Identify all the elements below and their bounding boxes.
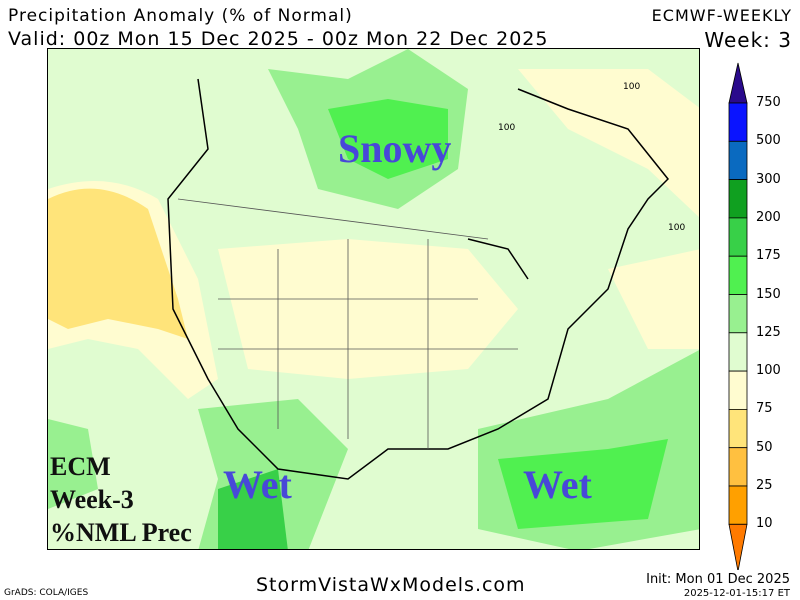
contour-label: 100	[498, 123, 516, 133]
colorbar-segment	[728, 217, 748, 257]
colorbar-segment	[728, 294, 748, 334]
colorbar-label: 750	[756, 95, 781, 110]
wet-se-core	[498, 439, 668, 529]
colorbar-segment	[728, 255, 748, 295]
snowy-annotation: Snowy	[338, 126, 452, 171]
chart-title: Precipitation Anomaly (% of Normal)	[8, 6, 353, 26]
colorbar-label: 10	[756, 516, 773, 532]
colorbar-label: 100	[756, 363, 781, 379]
week-label: Week: 3	[704, 28, 792, 52]
colorbar-segment	[728, 179, 748, 219]
colorbar-label: 150	[756, 286, 781, 302]
colorbar-segment	[728, 62, 748, 104]
wet-sw-core	[218, 469, 288, 549]
colorbar-segment	[728, 370, 748, 410]
colorbar-segment	[728, 102, 748, 142]
valid-period: Valid: 00z Mon 15 Dec 2025 - 00z Mon 22 …	[8, 28, 549, 50]
colorbar-label: 200	[756, 209, 781, 225]
wet-sw-annotation: Wet	[223, 462, 292, 507]
dry-central	[218, 239, 518, 379]
very-dry-region	[48, 188, 188, 339]
init-time: Init: Mon 01 Dec 2025	[646, 572, 790, 587]
colorbar-segment	[728, 408, 748, 449]
ecm-label: ECM	[50, 452, 111, 481]
anomaly-map: 100 100 100 Snowy Wet Wet	[47, 48, 700, 550]
wet-se-annotation: Wet	[523, 462, 592, 507]
site-footer: StormVistaWxModels.com	[256, 574, 526, 596]
wet-far-west	[48, 419, 98, 509]
colorbar-label: 300	[756, 171, 781, 187]
contour-label: 100	[668, 223, 686, 233]
colorbar-label: 175	[756, 248, 781, 264]
dry-east	[608, 249, 699, 349]
colorbar-label: 125	[756, 324, 781, 340]
colorbar-label: 75	[756, 401, 773, 417]
colorbar-label: 50	[756, 439, 773, 455]
state-borders	[177, 198, 518, 449]
prec-label: %NML Prec	[50, 518, 192, 547]
dry-ne	[518, 69, 699, 218]
wet-north-core	[328, 99, 448, 179]
map-fill	[48, 49, 699, 549]
colorbar-segment	[728, 332, 748, 372]
colorbar-segment	[728, 447, 748, 487]
colorbar-segment	[728, 140, 748, 181]
contour-label: 100	[623, 82, 641, 92]
colorbar	[728, 62, 748, 570]
model-name: ECMWF-WEEKLY	[651, 6, 792, 25]
grads-credit: GrADS: COLA/IGES	[4, 588, 89, 598]
colorbar-label: 25	[756, 478, 773, 493]
colorbar-label: 500	[756, 133, 781, 149]
coastline	[167, 78, 670, 480]
timestamp: 2025-12-01-15:17 ET	[683, 588, 790, 599]
colorbar-segment	[728, 523, 748, 570]
week3-label: Week-3	[50, 485, 134, 514]
colorbar-segment	[728, 485, 748, 525]
